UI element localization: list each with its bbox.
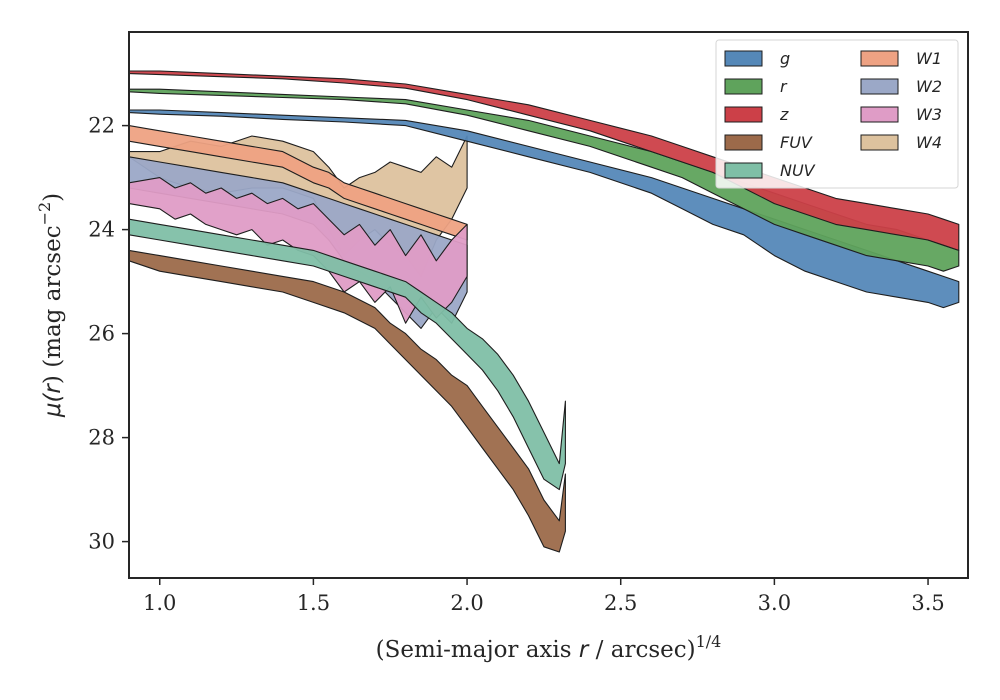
legend-label-w1: W1 — [916, 49, 942, 68]
band-r — [128, 88, 960, 272]
legend-swatch-r — [724, 78, 763, 95]
legend-swatch-w3 — [860, 106, 899, 123]
legend-swatch-w2 — [860, 78, 899, 95]
y-tick-label: 22 — [88, 114, 115, 138]
band-g — [128, 109, 960, 309]
band-z — [128, 70, 960, 251]
x-tick-label: 2.5 — [604, 591, 637, 615]
x-tick-label: 1.5 — [297, 591, 330, 615]
legend-swatch-fuv — [724, 134, 763, 151]
legend-label-w3: W3 — [916, 105, 942, 124]
band-nuv — [128, 218, 566, 491]
y-tick-label: 24 — [88, 218, 115, 242]
legend-label-r: r — [780, 77, 788, 96]
x-tick-label: 2.0 — [450, 591, 483, 615]
legend-label-z: z — [779, 105, 789, 124]
y-axis-ticks: 22 24 26 28 30 — [88, 114, 129, 554]
legend-label-g: g — [780, 49, 790, 68]
legend-label-w2: W2 — [916, 77, 942, 96]
x-tick-label: 3.5 — [911, 591, 944, 615]
x-tick-label: 3.0 — [758, 591, 791, 615]
legend-swatch-g — [724, 50, 763, 67]
plot-frame — [128, 31, 969, 579]
x-tick-label: 1.0 — [143, 591, 176, 615]
band-fuv — [128, 249, 566, 553]
y-tick-label: 28 — [88, 426, 115, 450]
legend-swatch-z — [724, 106, 763, 123]
band-layer — [128, 70, 960, 553]
legend-swatch-w4 — [860, 134, 899, 151]
legend-box — [715, 39, 959, 189]
legend-label-fuv: FUV — [780, 133, 813, 152]
legend-label-w4: W4 — [916, 133, 942, 152]
legend-label-nuv: NUV — [780, 161, 816, 180]
x-axis-label: (Semi-major axis r / arcsec)1/4 — [376, 632, 722, 663]
legend: grz FUV NUV W1 W2 W3 W4 — [715, 39, 959, 189]
y-tick-label: 30 — [88, 530, 115, 554]
x-axis-ticks: 1.0 1.5 2.0 2.5 3.0 3.5 — [143, 578, 945, 615]
y-axis-label: μ(r) (mag arcsec−2) — [35, 193, 66, 418]
legend-swatch-w1 — [860, 50, 899, 67]
y-tick-label: 26 — [88, 322, 115, 346]
legend-swatch-nuv — [724, 162, 763, 179]
